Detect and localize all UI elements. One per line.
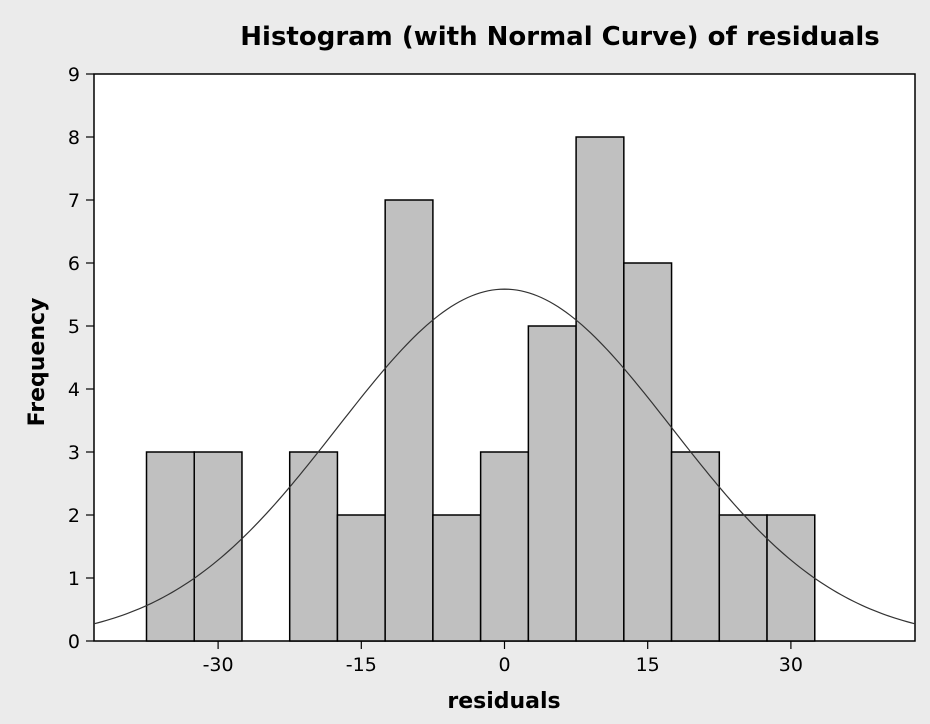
histogram-bar [193, 451, 243, 642]
histogram-bar [336, 514, 386, 642]
normal-curve [93, 288, 916, 625]
y-tick-label: 4 [68, 379, 80, 401]
histogram-bar [575, 136, 625, 642]
histogram-bar [145, 451, 195, 642]
y-tick-label: 3 [68, 442, 80, 464]
x-tick-label: 0 [498, 654, 510, 676]
histogram-bar [766, 514, 816, 642]
x-tick-label: 30 [779, 654, 803, 676]
y-tick-label: 9 [68, 64, 80, 86]
y-tick-label: 1 [68, 568, 80, 590]
y-tick-label: 8 [68, 127, 80, 149]
y-tick-label: 7 [68, 190, 80, 212]
histogram-bar [718, 514, 768, 642]
y-tick-label: 2 [68, 505, 80, 527]
histogram-bar [479, 451, 530, 642]
x-tick-label: 15 [636, 654, 660, 676]
histogram-bar [384, 199, 434, 642]
y-axis-label: Frequency [25, 298, 50, 427]
histogram-bar [670, 451, 721, 642]
y-tick-label: 0 [68, 631, 80, 653]
histogram-bar [432, 514, 482, 642]
y-tick-label: 5 [68, 316, 80, 338]
histogram-bar [527, 325, 577, 642]
x-axis-label: residuals [447, 689, 560, 714]
chart-title: Histogram (with Normal Curve) of residua… [240, 22, 879, 52]
histogram-bar [288, 451, 339, 642]
y-tick-label: 6 [68, 253, 80, 275]
x-tick-label: -15 [346, 654, 377, 676]
x-tick-label: -30 [203, 654, 234, 676]
y-axis: 0 1 2 3 4 5 6 7 8 9 [68, 64, 94, 653]
histogram-bar [623, 262, 673, 642]
x-axis: -30 -15 0 15 30 [203, 641, 803, 676]
